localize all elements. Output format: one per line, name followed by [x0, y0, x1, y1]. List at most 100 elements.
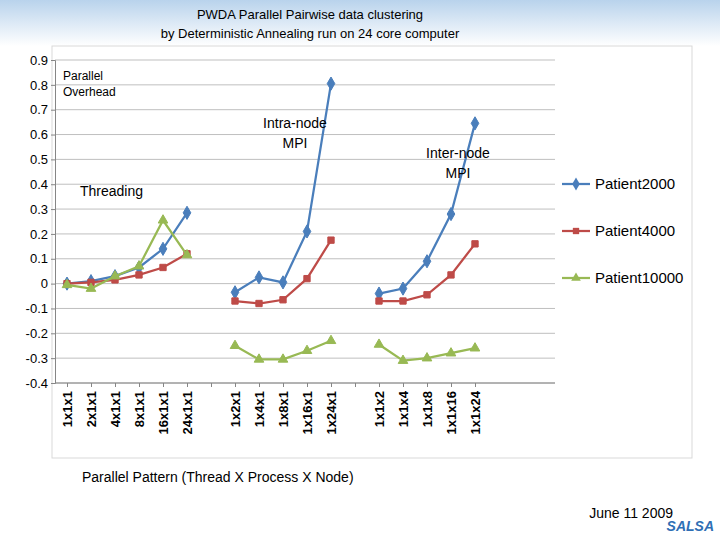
- x-tick-label: 1x1x16: [444, 391, 459, 434]
- legend-label: Patient10000: [595, 269, 683, 286]
- series-marker: [471, 117, 479, 130]
- y-tick-mark: [51, 159, 55, 160]
- x-tick-mark: [283, 383, 284, 387]
- annotation: Parallel: [63, 69, 103, 83]
- x-tick: 1x1x2: [372, 383, 387, 427]
- y-tick-label: -0.4: [26, 376, 48, 391]
- grid-line: [55, 109, 555, 110]
- series-marker: [230, 340, 240, 348]
- series-marker: [280, 297, 286, 303]
- y-tick-label: -0.1: [26, 301, 48, 316]
- grid-line: [55, 84, 555, 85]
- y-tick: -0.3: [26, 351, 55, 366]
- y-tick: 0.1: [30, 251, 55, 266]
- x-tick-mark: [379, 383, 380, 387]
- series-marker: [278, 354, 288, 362]
- x-axis: 1x1x12x1x14x1x18x1x116x1x124x1x11x2x11x4…: [55, 383, 555, 434]
- x-tick-label: 1x1x2: [372, 391, 387, 427]
- series-marker: [470, 343, 480, 351]
- annotation: Intra-node: [263, 115, 327, 131]
- y-tick-mark: [51, 135, 55, 136]
- series-marker: [302, 345, 312, 353]
- series-marker: [256, 300, 262, 306]
- annotation: Overhead: [63, 85, 116, 99]
- annotation: MPI: [446, 165, 471, 181]
- x-tick: [211, 383, 212, 387]
- y-tick-label: 0.1: [30, 251, 48, 266]
- x-tick-mark: [187, 383, 188, 387]
- y-tick: 0.5: [30, 152, 55, 167]
- series-marker: [136, 272, 142, 278]
- title: PWDA Parallel Pairwise data clustering: [197, 7, 423, 22]
- y-tick: 0.9: [30, 53, 55, 68]
- series-marker: [158, 215, 168, 223]
- x-tick-label: 2x1x1: [84, 391, 99, 427]
- y-tick: 0.8: [30, 78, 55, 93]
- y-tick: 0.7: [30, 102, 55, 117]
- x-tick: 24x1x1: [180, 383, 195, 434]
- y-tick-mark: [51, 358, 55, 359]
- y-tick-mark: [51, 259, 55, 260]
- annotation: Inter-node: [426, 145, 490, 161]
- series-marker: [254, 354, 264, 362]
- y-tick-mark: [51, 284, 55, 285]
- y-tick: -0.1: [26, 301, 55, 316]
- x-tick: 8x1x1: [132, 383, 147, 427]
- series-line: [67, 84, 475, 294]
- subtitle: by Deterministic Annealing run on 24 cor…: [161, 26, 460, 41]
- series-marker: [424, 292, 430, 298]
- legend-label: Patient2000: [595, 175, 675, 192]
- y-tick-mark: [51, 308, 55, 309]
- x-tick: 1x1x4: [396, 383, 411, 427]
- series-marker: [86, 283, 96, 291]
- y-tick-mark: [51, 85, 55, 86]
- x-tick-label: 1x8x1: [276, 391, 291, 427]
- x-tick-label: 1x1x24: [468, 390, 483, 434]
- grid-line: [55, 383, 555, 384]
- y-tick: 0.4: [30, 177, 55, 192]
- y-tick-label: 0.8: [30, 78, 48, 93]
- annotation: MPI: [283, 135, 308, 151]
- legend-label: Patient4000: [595, 222, 675, 239]
- x-tick-mark: [91, 383, 92, 387]
- x-tick-label: 1x4x1: [252, 391, 267, 427]
- x-tick: 1x24x1: [324, 383, 339, 434]
- series-marker: [326, 335, 336, 343]
- x-tick-label: 8x1x1: [132, 391, 147, 427]
- x-tick-mark: [259, 383, 260, 387]
- x-tick: 1x8x1: [276, 383, 291, 427]
- y-tick: 0: [41, 276, 55, 291]
- x-tick: 2x1x1: [84, 383, 99, 427]
- x-axis-title: Parallel Pattern (Thread X Process X Nod…: [82, 469, 354, 485]
- series-marker: [304, 275, 310, 281]
- series-marker: [400, 298, 406, 304]
- series-marker: [423, 255, 431, 268]
- grid-line: [55, 209, 555, 210]
- x-tick-mark: [451, 383, 452, 387]
- y-tick: 0.6: [30, 127, 55, 142]
- x-tick-mark: [355, 383, 356, 387]
- series-marker: [399, 282, 407, 295]
- y-tick-mark: [51, 383, 55, 384]
- header-band: [0, 0, 720, 46]
- x-tick-mark: [427, 383, 428, 387]
- y-tick-mark: [51, 110, 55, 111]
- annotation: Threading: [80, 183, 143, 199]
- x-tick-mark: [235, 383, 236, 387]
- x-tick-mark: [331, 383, 332, 387]
- x-tick-mark: [67, 383, 68, 387]
- y-tick-label: 0.6: [30, 127, 48, 142]
- series-marker: [159, 242, 167, 255]
- series-marker: [448, 272, 454, 278]
- x-tick: 1x1x1: [60, 383, 75, 427]
- x-tick-label: 1x2x1: [228, 391, 243, 427]
- series-marker: [327, 77, 335, 90]
- y-tick-label: 0.5: [30, 152, 48, 167]
- x-tick: 1x1x16: [444, 383, 459, 434]
- grid: [55, 60, 555, 383]
- x-tick-label: 1x1x4: [396, 390, 411, 427]
- series-marker: [303, 225, 311, 238]
- grid-line: [55, 308, 555, 309]
- annotation: June 11 2009: [589, 505, 673, 521]
- grid-line: [55, 60, 555, 61]
